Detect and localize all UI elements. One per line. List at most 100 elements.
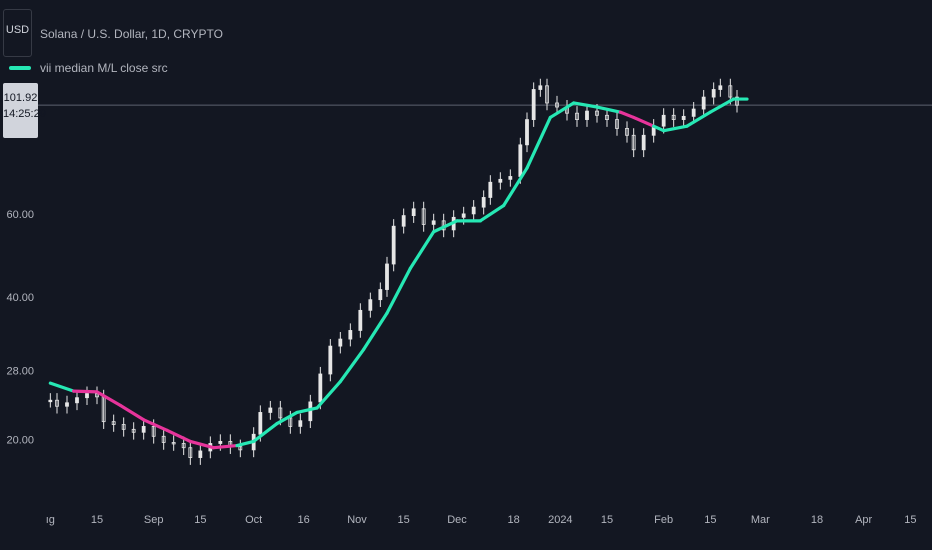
candle-body [595, 110, 599, 116]
x-tick-label: 16 [298, 514, 310, 526]
indicator-segment [165, 428, 192, 444]
indicator-segment [48, 381, 76, 393]
indicator-segment [362, 311, 389, 352]
candle-body [378, 289, 383, 301]
currency-button[interactable]: USD [3, 9, 32, 57]
y-tick-label: 40.00 [6, 292, 34, 304]
indicator-segment [118, 403, 146, 422]
candle-body [298, 420, 303, 427]
x-tick-label: Oct [245, 514, 262, 526]
candle-body [711, 89, 716, 98]
candle-body [75, 397, 79, 404]
y-tick-label: 28.00 [6, 365, 34, 377]
x-tick-label: Apr [855, 514, 872, 526]
indicator-segment [502, 166, 529, 208]
indicator-title[interactable]: vii median M/L close src [40, 61, 168, 75]
indicator-segment [618, 110, 636, 120]
indicator-segment [548, 101, 576, 120]
candle-body [411, 208, 416, 216]
candle-body [525, 119, 529, 146]
candle-body [391, 225, 396, 265]
candle-body [641, 134, 646, 151]
candles [48, 78, 739, 465]
indicator-segment [72, 389, 99, 394]
candle-body [55, 399, 59, 407]
indicator-segment [338, 347, 366, 384]
x-tick-label: 15 [601, 514, 613, 526]
candle-body [538, 85, 543, 90]
indicator-segment [685, 110, 712, 128]
x-tick-label: Dec [447, 514, 467, 526]
indicator-segment [478, 203, 506, 223]
x-tick-label: 2024 [548, 514, 572, 526]
indicator-segment [142, 418, 169, 432]
x-tick-label: Mar [751, 514, 770, 526]
candle-body [188, 447, 193, 458]
candle-body [431, 220, 436, 225]
candle-body [681, 115, 686, 120]
x-axis: ıg 15 Sep 15 Oct 16 Nov 15 Dec 18 2024 15 Feb 15 Mar 18… [46, 514, 917, 526]
candle-body [625, 128, 629, 136]
candle-body [605, 114, 609, 120]
candle-body [141, 426, 146, 433]
candle-body [238, 446, 243, 451]
candle-body [615, 119, 619, 129]
candle-body [471, 206, 476, 215]
indicator-segment [432, 219, 459, 234]
candle-body [368, 299, 373, 311]
indicator-segment [595, 105, 622, 114]
candle-body [575, 112, 579, 120]
x-tick-label: 15 [704, 514, 716, 526]
candle-body [358, 309, 363, 331]
y-tick-label: 20.00 [6, 434, 34, 446]
indicator-segment [252, 421, 279, 444]
x-tick-label: 18 [811, 514, 823, 526]
indicator-line [48, 97, 749, 450]
candle-body [385, 263, 389, 290]
x-tick-label: Feb [654, 514, 673, 526]
candle-body [161, 435, 166, 443]
candle-body [198, 450, 203, 458]
candle-body [151, 426, 156, 437]
candle-body [401, 215, 406, 227]
candle-body [48, 399, 53, 403]
candle-body [735, 96, 739, 106]
indicator-segment [408, 230, 436, 271]
indicator-segment [632, 115, 656, 128]
indicator-segment [572, 101, 599, 109]
indicator-color-swatch [9, 66, 31, 70]
candle-body [181, 443, 186, 449]
x-tick-label: ıg [46, 514, 55, 526]
x-tick-label: 15 [398, 514, 410, 526]
indicator-segment [315, 379, 342, 410]
indicator-segment [188, 439, 216, 450]
candle-body [545, 85, 549, 104]
candle-body [328, 345, 333, 375]
candle-body [258, 412, 263, 435]
candle-body [661, 114, 666, 127]
candle-body [718, 85, 723, 90]
candle-body [518, 144, 523, 177]
candle-body [111, 421, 116, 425]
indicator-segment [652, 124, 666, 133]
indicator-segment [385, 266, 412, 315]
bar-countdown: 14:25:29 [3, 108, 46, 120]
candle-body [218, 441, 223, 444]
candle-body [65, 402, 69, 407]
indicator-segment [275, 410, 299, 426]
last-price-value: 101.92 [3, 92, 38, 104]
y-tick-label: 60.00 [6, 209, 34, 221]
candle-body [131, 428, 136, 433]
indicator-segment [95, 390, 122, 407]
candle-body [498, 178, 503, 183]
candle-body [671, 114, 676, 120]
candle-body [461, 213, 466, 218]
candle-body [701, 96, 706, 110]
candle-body [318, 373, 323, 403]
indicator-segment [212, 443, 239, 450]
last-price-tag: 101.92 14:25:29 [3, 83, 46, 138]
candle-body [585, 110, 589, 120]
candle-body [348, 330, 353, 340]
candle-body [338, 338, 343, 347]
